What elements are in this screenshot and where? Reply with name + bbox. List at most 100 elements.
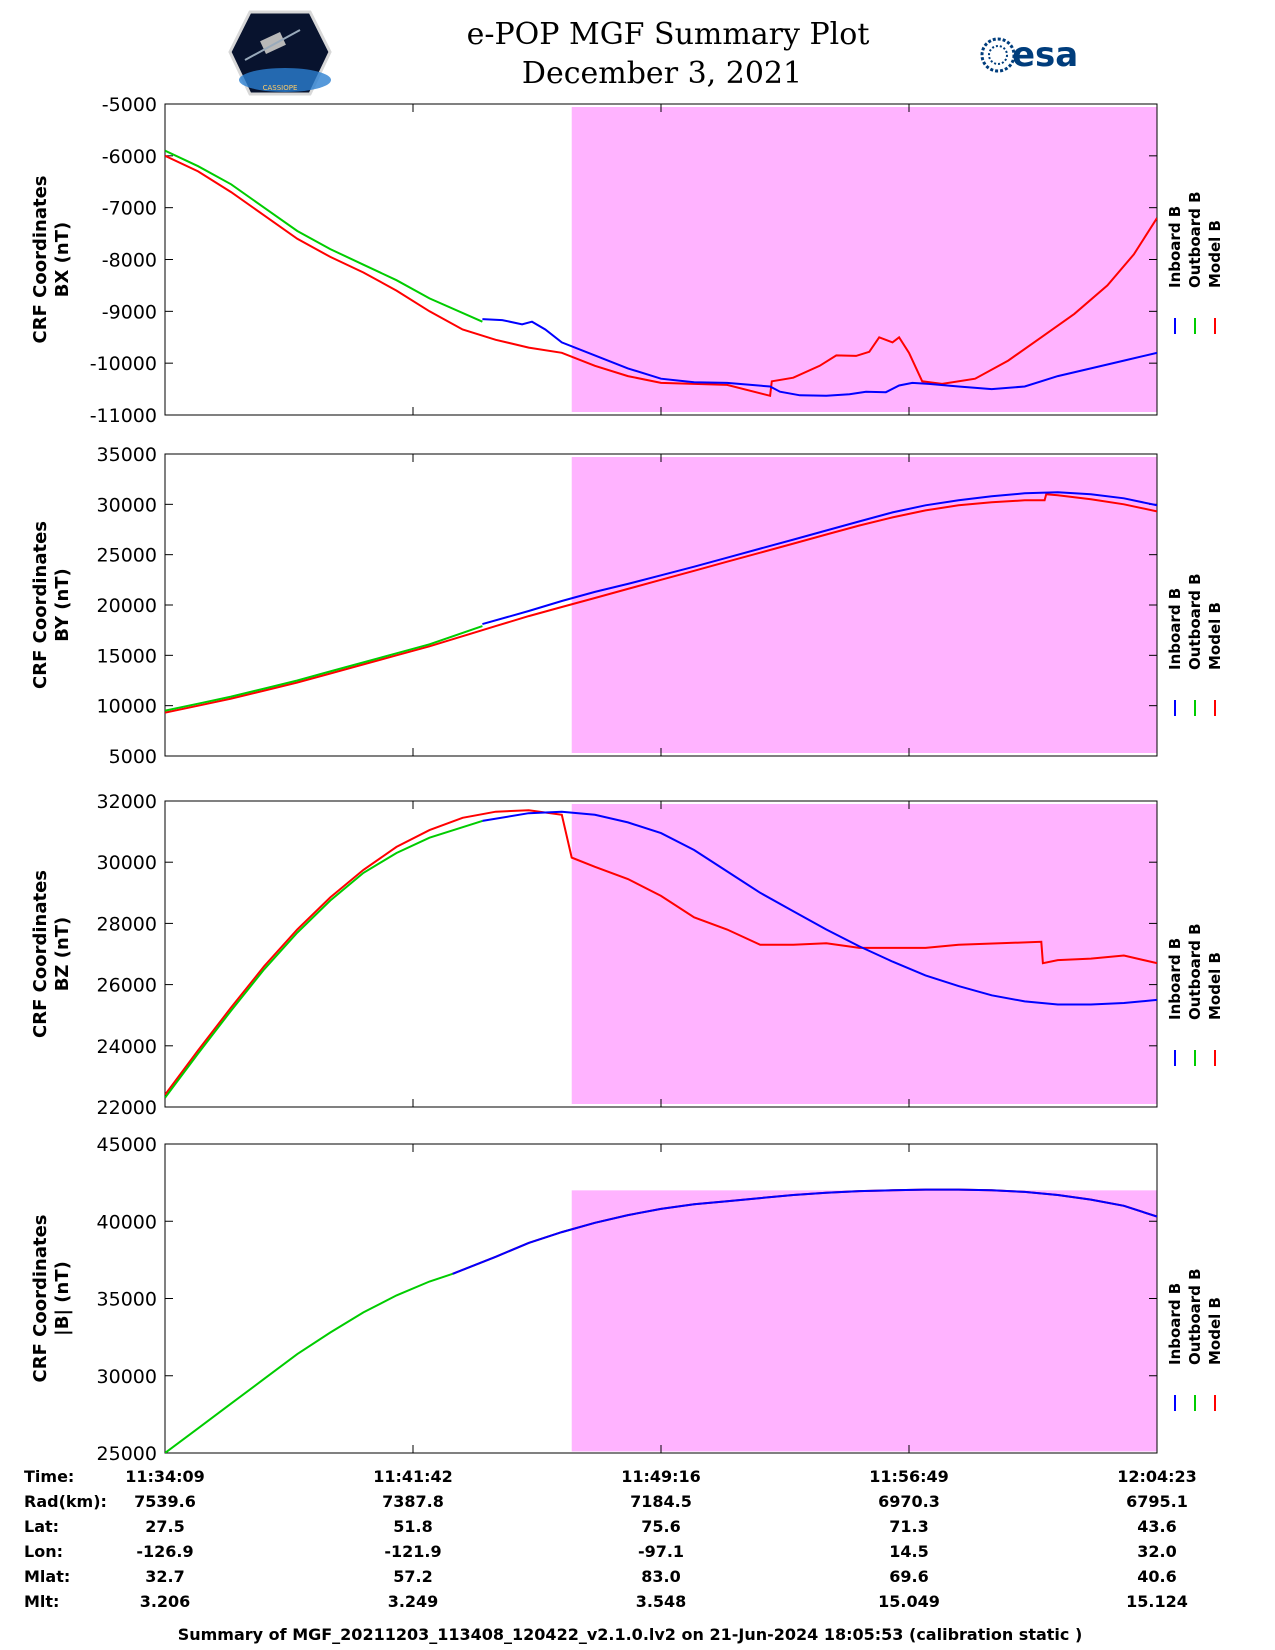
ephemeris-cell: -126.9 [136, 1542, 193, 1561]
ephemeris-cell: 83.0 [641, 1567, 680, 1586]
y-tick-label: 10000 [97, 696, 157, 718]
y-tick-label: 25000 [97, 1443, 157, 1465]
series-inboard-b [482, 491, 1157, 626]
ephemeris-cell: 57.2 [393, 1567, 432, 1586]
page-title: e-POP MGF Summary Plot [467, 17, 870, 52]
y-tick-label: 30000 [97, 852, 157, 874]
y-tick-label: 35000 [97, 444, 157, 466]
ephemeris-row-label: Time: [24, 1467, 74, 1486]
ephemeris-row-label: Lon: [24, 1542, 63, 1561]
series-model-b [165, 493, 1157, 714]
ephemeris-cell: 11:34:09 [125, 1467, 205, 1486]
ephemeris-cell: 6970.3 [878, 1492, 940, 1511]
shaded-region [571, 457, 1157, 753]
series-inboard-b [482, 318, 1157, 397]
y-tick-label: 40000 [97, 1211, 157, 1233]
y-tick-label: -9000 [102, 301, 157, 323]
legend-label: Model B [1206, 1297, 1224, 1365]
legend-label: Inboard B [1166, 1283, 1184, 1365]
y-tick-label: 26000 [97, 975, 157, 997]
y-tick-label: 45000 [97, 1134, 157, 1156]
legend: Inboard B Outboard B Model B [1166, 191, 1224, 334]
series-outboard-b [165, 625, 483, 712]
legend-label: Outboard B [1186, 191, 1204, 288]
ephemeris-row-label: Mlt: [24, 1592, 59, 1611]
y-axis-label-line1: CRF Coordinates [30, 1215, 51, 1383]
y-axis-label: CRF Coordinates BX (nT) [30, 176, 73, 344]
y-axis-label-line2: |B| (nT) [52, 1261, 73, 1336]
y-tick-label: 5000 [109, 746, 157, 768]
series-outboard-b [165, 149, 483, 323]
series-group [165, 1188, 1157, 1453]
y-tick-label: -11000 [90, 405, 157, 427]
y-axis-label: CRF Coordinates BY (nT) [30, 521, 73, 689]
panel-4: 45000 40000 35000 30000 25000 CRF Coordinates… [30, 1134, 1224, 1465]
series-outboard-b [165, 819, 483, 1099]
ephemeris-cell: 75.6 [641, 1517, 680, 1536]
y-axis-label-line2: BX (nT) [52, 222, 73, 297]
legend: Inboard B Outboard B Model B [1166, 1268, 1224, 1411]
panel-2: 35000 30000 25000 20000 15000 10000 5000 CRF Co… [30, 444, 1224, 768]
series-inboard-b [482, 810, 1157, 1006]
y-tick-label: 30000 [97, 494, 157, 516]
ephemeris-cell: 32.0 [1137, 1542, 1176, 1561]
y-tick-label: 24000 [97, 1036, 157, 1058]
y-axis-label-line2: BZ (nT) [52, 917, 73, 992]
logo-right-text: esa [1012, 35, 1078, 75]
y-tick-label: 28000 [97, 913, 157, 935]
ephemeris-cell: 27.5 [145, 1517, 184, 1536]
legend: Inboard B Outboard B Model B [1166, 573, 1224, 716]
ephemeris-cell: 11:56:49 [869, 1467, 949, 1486]
y-tick-label: 25000 [97, 545, 157, 567]
ephemeris-cell: 7387.8 [382, 1492, 444, 1511]
ephemeris-row-label: Rad(km): [24, 1492, 107, 1511]
shaded-region [571, 1190, 1157, 1452]
shaded-region [571, 804, 1157, 1104]
legend-label: Model B [1206, 220, 1224, 288]
ephemeris-cell: 12:04:23 [1117, 1467, 1197, 1486]
legend-label: Model B [1206, 602, 1224, 670]
y-tick-label: 20000 [97, 595, 157, 617]
y-axis-label-line1: CRF Coordinates [30, 176, 51, 344]
legend-label: Outboard B [1186, 923, 1204, 1020]
legend-label: Outboard B [1186, 1268, 1204, 1365]
legend-label: Inboard B [1166, 938, 1184, 1020]
ephemeris-cell: 40.6 [1137, 1567, 1176, 1586]
y-tick-label: 35000 [97, 1289, 157, 1311]
ephemeris-cell: 7184.5 [630, 1492, 692, 1511]
panel-1: -5000 -6000 -7000 -8000 -9000 -10000 -11000 CRF… [30, 94, 1224, 427]
ephemeris-cell: 15.049 [878, 1592, 940, 1611]
logo-left-text: CASSIOPE [263, 84, 298, 92]
legend-label: Model B [1206, 952, 1224, 1020]
ephemeris-cell: 7539.6 [134, 1492, 196, 1511]
legend-label: Inboard B [1166, 588, 1184, 670]
ephemeris-cell: 3.206 [140, 1592, 191, 1611]
ephemeris-cell: 71.3 [889, 1517, 928, 1536]
series-group [165, 809, 1157, 1099]
y-tick-label: -7000 [102, 198, 157, 220]
legend-label: Inboard B [1166, 206, 1184, 288]
y-tick-label: -5000 [102, 94, 157, 116]
ephemeris-cell: -121.9 [384, 1542, 441, 1561]
page-date: December 3, 2021 [522, 56, 802, 91]
footer-summary: Summary of MGF_20211203_113408_120422_v2… [178, 1625, 1083, 1644]
shaded-region [571, 107, 1157, 412]
legend-label: Outboard B [1186, 573, 1204, 670]
y-tick-label: -6000 [102, 146, 157, 168]
ephemeris-table: Time: Rad(km): Lat: Lon: Mlat: Mlt: 11:34:09 75… [24, 1467, 1197, 1611]
y-tick-label: 15000 [97, 645, 157, 667]
ephemeris-cell: 6795.1 [1126, 1492, 1188, 1511]
ephemeris-cell: 11:49:16 [621, 1467, 701, 1486]
y-tick-label: -10000 [90, 353, 157, 375]
ephemeris-cell: 32.7 [145, 1567, 184, 1586]
series-model-b [165, 809, 1157, 1096]
ephemeris-cell: 11:41:42 [373, 1467, 453, 1486]
left-logo: CASSIOPE [228, 10, 332, 96]
ephemeris-row-label: Mlat: [24, 1567, 70, 1586]
y-axis-label: CRF Coordinates |B| (nT) [30, 1215, 73, 1383]
panels: -5000 -6000 -7000 -8000 -9000 -10000 -11000 CRF… [30, 94, 1224, 1465]
ephemeris-cell: 3.548 [636, 1592, 687, 1611]
ephemeris-cell: -97.1 [638, 1542, 684, 1561]
y-axis-label-line2: BY (nT) [52, 568, 73, 642]
